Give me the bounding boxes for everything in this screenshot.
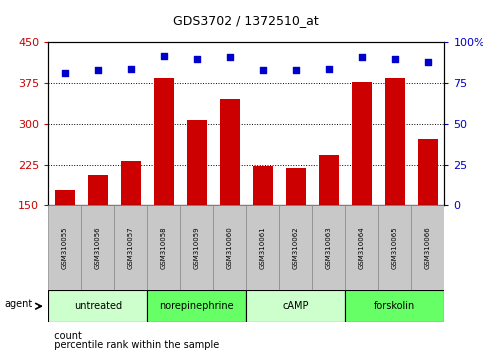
Text: count: count xyxy=(48,331,82,341)
Point xyxy=(391,56,399,62)
Text: forskolin: forskolin xyxy=(374,301,415,311)
Bar xyxy=(352,81,372,205)
Point xyxy=(127,66,135,72)
Text: percentile rank within the sample: percentile rank within the sample xyxy=(48,340,220,350)
Text: GSM310065: GSM310065 xyxy=(392,227,398,269)
Bar xyxy=(378,205,412,290)
Bar xyxy=(147,205,180,290)
Bar xyxy=(81,205,114,290)
Text: GSM310063: GSM310063 xyxy=(326,227,332,269)
Bar xyxy=(286,169,306,205)
Bar xyxy=(147,290,246,322)
Text: norepinephrine: norepinephrine xyxy=(159,301,234,311)
Text: GSM310055: GSM310055 xyxy=(62,227,68,269)
Text: untreated: untreated xyxy=(74,301,122,311)
Text: GSM310066: GSM310066 xyxy=(425,227,431,269)
Bar xyxy=(220,99,240,205)
Text: GDS3702 / 1372510_at: GDS3702 / 1372510_at xyxy=(173,14,319,27)
Text: GSM310056: GSM310056 xyxy=(95,227,101,269)
Bar xyxy=(114,205,147,290)
Point xyxy=(61,70,69,76)
Text: cAMP: cAMP xyxy=(283,301,309,311)
Bar xyxy=(187,120,207,205)
Bar xyxy=(88,176,108,205)
Bar xyxy=(345,205,378,290)
Point xyxy=(259,67,267,73)
Point xyxy=(226,54,234,60)
Bar xyxy=(385,78,405,205)
Bar xyxy=(345,290,444,322)
Text: GSM310059: GSM310059 xyxy=(194,227,200,269)
Point xyxy=(424,59,432,65)
Point xyxy=(160,53,168,58)
Point xyxy=(325,66,333,72)
Bar xyxy=(246,205,279,290)
Text: GSM310058: GSM310058 xyxy=(161,227,167,269)
Point xyxy=(358,54,366,60)
Bar xyxy=(279,205,313,290)
Bar xyxy=(418,139,438,205)
Text: GSM310057: GSM310057 xyxy=(128,227,134,269)
Bar xyxy=(180,205,213,290)
Point xyxy=(94,67,102,73)
Bar xyxy=(48,290,147,322)
Text: GSM310064: GSM310064 xyxy=(359,227,365,269)
Bar xyxy=(313,205,345,290)
Bar xyxy=(213,205,246,290)
Bar xyxy=(319,155,339,205)
Bar xyxy=(412,205,444,290)
Point xyxy=(292,67,300,73)
Text: GSM310062: GSM310062 xyxy=(293,227,299,269)
Bar xyxy=(154,78,174,205)
Bar xyxy=(253,166,273,205)
Text: agent: agent xyxy=(5,299,33,309)
Text: GSM310061: GSM310061 xyxy=(260,227,266,269)
Text: GSM310060: GSM310060 xyxy=(227,227,233,269)
Bar xyxy=(55,190,75,205)
Bar xyxy=(246,290,345,322)
Bar xyxy=(121,161,141,205)
Point xyxy=(193,56,201,62)
Bar xyxy=(48,205,81,290)
